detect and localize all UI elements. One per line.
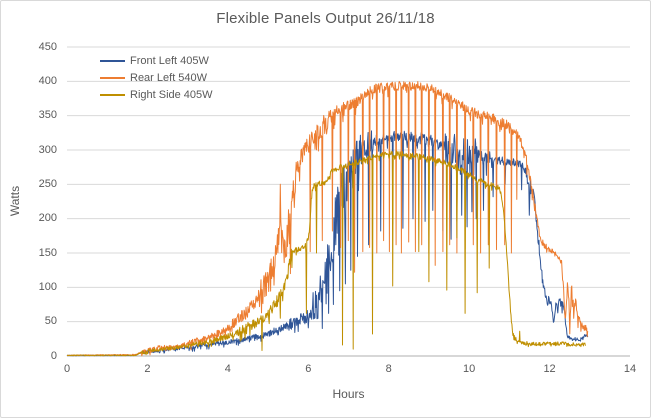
y-tick-label: 450 (38, 40, 57, 53)
x-tick-label: 4 (224, 363, 231, 375)
x-tick-label: 0 (63, 363, 71, 375)
legend-item-right-side-405w: Right Side 405W (100, 86, 213, 103)
y-tick-label: 0 (50, 349, 57, 362)
y-tick-label: 250 (38, 177, 57, 190)
legend-item-front-left-405w: Front Left 405W (100, 52, 213, 69)
legend-label: Right Side 405W (130, 88, 213, 101)
legend: Front Left 405W Rear Left 540W Right Side … (100, 52, 213, 103)
x-axis-title: Hours (332, 387, 365, 401)
series-line-rear-left-540w (66, 81, 589, 357)
y-tick-label: 200 (38, 212, 57, 225)
legend-label: Rear Left 540W (130, 71, 208, 84)
y-tick-label: 50 (44, 315, 57, 328)
y-axis-title: Watts (8, 185, 22, 217)
legend-line-marker (100, 59, 125, 62)
y-tick-label: 150 (38, 246, 57, 259)
y-tick-label: 300 (38, 143, 57, 156)
y-tick-label: 400 (38, 74, 57, 87)
legend-line-marker (100, 76, 125, 79)
legend-label: Front Left 405W (130, 54, 209, 67)
legend-item-rear-left-540w: Rear Left 540W (100, 69, 213, 86)
x-tick-label: 14 (623, 363, 637, 375)
x-tick-label: 2 (144, 363, 151, 375)
y-tick-label: 350 (38, 109, 57, 122)
legend-line-marker (100, 93, 125, 96)
series-line-right-side-405w (66, 150, 587, 357)
chart-title: Flexible Panels Output 26/11/18 (216, 10, 435, 27)
x-tick-label: 6 (305, 363, 312, 375)
x-tick-label: 8 (385, 363, 392, 375)
y-tick-label: 100 (38, 280, 57, 293)
x-tick-label: 12 (543, 363, 556, 375)
x-tick-label: 10 (463, 363, 476, 375)
